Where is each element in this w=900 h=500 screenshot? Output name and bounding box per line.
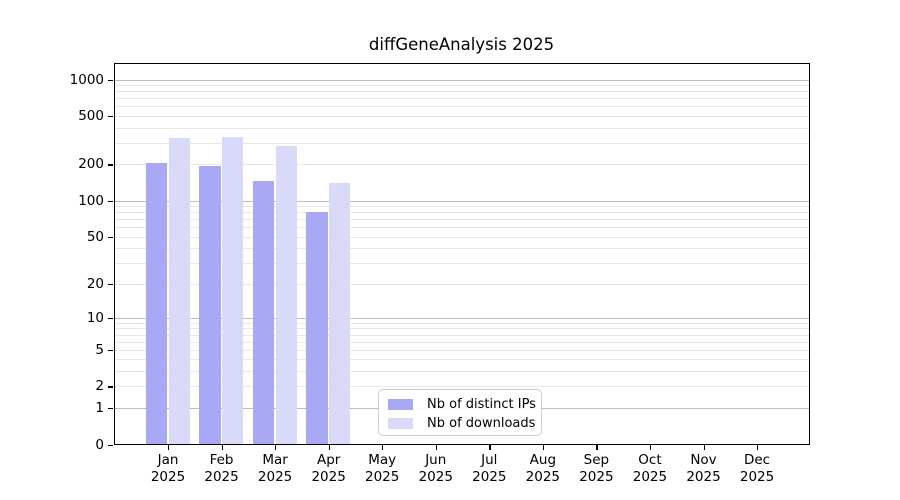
y-axis-tick-label: 5 bbox=[95, 341, 104, 358]
bar-downloads bbox=[168, 138, 190, 445]
legend-swatch-distinct-ips bbox=[388, 399, 413, 410]
y-axis-tick-label: 20 bbox=[86, 275, 104, 292]
gridline-major bbox=[113, 200, 810, 202]
legend-item-downloads: Nb of downloads bbox=[379, 414, 541, 433]
gridline-minor bbox=[113, 116, 810, 118]
y-axis-tick-label: 50 bbox=[86, 228, 104, 245]
x-axis-tick-mark bbox=[328, 444, 330, 450]
gridline-minor bbox=[113, 371, 810, 373]
legend-label-distinct-ips: Nb of distinct IPs bbox=[427, 397, 536, 412]
x-axis-tick-label: Dec 2025 bbox=[739, 452, 775, 485]
x-axis-tick-mark bbox=[435, 444, 438, 450]
x-axis-tick-mark bbox=[382, 444, 384, 450]
x-axis-tick-label: Nov 2025 bbox=[686, 452, 721, 485]
gridline-minor bbox=[113, 219, 810, 221]
x-axis-tick-label: Jan 2025 bbox=[150, 452, 186, 485]
gridline-minor bbox=[113, 85, 810, 87]
y-axis-tick-mark bbox=[108, 349, 113, 352]
x-axis-tick-label: May 2025 bbox=[365, 452, 400, 485]
gridline-minor bbox=[113, 98, 810, 100]
y-axis-tick-mark bbox=[108, 200, 113, 202]
x-axis-tick-mark bbox=[489, 444, 491, 450]
bar-downloads bbox=[275, 146, 297, 445]
bar-downloads bbox=[329, 182, 351, 445]
legend-item-distinct-ips: Nb of distinct IPs bbox=[379, 395, 541, 414]
y-axis-tick-mark bbox=[108, 283, 113, 285]
y-axis-tick-label: 500 bbox=[78, 108, 104, 125]
bar-distinct-ips bbox=[306, 211, 328, 445]
y-axis-tick-label: 1000 bbox=[69, 71, 104, 88]
y-axis-tick-mark bbox=[108, 79, 113, 81]
gridline-minor bbox=[113, 142, 810, 144]
gridline-minor bbox=[113, 206, 810, 208]
gridline-minor bbox=[113, 106, 810, 108]
x-axis-tick-mark bbox=[757, 444, 759, 450]
bar-distinct-ips bbox=[199, 165, 221, 445]
gridline-minor bbox=[113, 263, 810, 265]
x-axis-tick-mark bbox=[649, 444, 652, 450]
legend: Nb of distinct IPs Nb of downloads bbox=[378, 389, 542, 436]
gridline-minor bbox=[113, 349, 810, 351]
x-axis-tick-label: Feb 2025 bbox=[204, 452, 239, 485]
x-axis-tick-mark bbox=[221, 444, 223, 450]
bar-distinct-ips bbox=[145, 163, 167, 445]
gridline-minor bbox=[113, 236, 810, 238]
y-axis-tick-label: 200 bbox=[78, 156, 104, 173]
gridline-minor bbox=[113, 334, 810, 336]
y-axis-tick-label: 10 bbox=[86, 309, 104, 326]
y-axis-tick-label: 1 bbox=[95, 399, 104, 416]
y-axis-tick-mark bbox=[108, 236, 113, 239]
legend-label-downloads: Nb of downloads bbox=[427, 416, 536, 431]
x-axis-tick-mark bbox=[168, 444, 170, 450]
chart-title: diffGeneAnalysis 2025 bbox=[368, 35, 555, 54]
gridline-minor bbox=[113, 227, 810, 229]
x-axis-tick-label: Jun 2025 bbox=[418, 452, 453, 485]
x-axis-tick-mark bbox=[703, 444, 705, 450]
x-axis-tick-mark bbox=[542, 444, 545, 450]
y-axis-tick-mark bbox=[108, 386, 113, 388]
plot-area bbox=[113, 62, 810, 445]
x-axis-tick-label: Apr 2025 bbox=[311, 452, 346, 485]
x-axis-tick-label: Jul 2025 bbox=[472, 452, 507, 485]
x-axis-tick-label: Sep 2025 bbox=[579, 452, 614, 485]
gridline-minor bbox=[113, 283, 810, 285]
legend-swatch-downloads bbox=[388, 418, 413, 429]
gridline-minor bbox=[113, 359, 810, 361]
x-axis-tick-label: Oct 2025 bbox=[632, 452, 668, 485]
gridline-minor bbox=[113, 328, 810, 330]
gridline-minor bbox=[113, 386, 810, 388]
y-axis-tick-mark bbox=[108, 407, 113, 410]
x-axis-tick-label: Mar 2025 bbox=[257, 452, 293, 485]
gridline-major bbox=[113, 317, 810, 319]
y-axis-tick-mark bbox=[108, 164, 113, 166]
y-axis-tick-mark bbox=[108, 116, 113, 118]
gridline-minor bbox=[113, 127, 810, 129]
gridline-minor bbox=[113, 341, 810, 343]
x-axis-tick-label: Aug 2025 bbox=[525, 452, 561, 485]
bar-distinct-ips bbox=[252, 180, 275, 445]
gridline-minor bbox=[113, 212, 810, 214]
y-axis-tick-label: 0 bbox=[95, 436, 104, 453]
y-axis-tick-mark bbox=[108, 444, 113, 446]
gridline-minor bbox=[113, 164, 810, 166]
gridline-minor bbox=[113, 322, 810, 324]
x-axis-tick-mark bbox=[596, 444, 598, 450]
y-axis-tick-label: 100 bbox=[78, 192, 104, 209]
y-axis-tick-mark bbox=[108, 317, 113, 320]
gridline-major bbox=[113, 79, 810, 81]
x-axis-tick-mark bbox=[275, 444, 277, 450]
y-axis-tick-label: 2 bbox=[95, 378, 104, 395]
gridline-minor bbox=[113, 91, 810, 93]
gridline-minor bbox=[113, 248, 810, 250]
bar-downloads bbox=[222, 136, 244, 445]
